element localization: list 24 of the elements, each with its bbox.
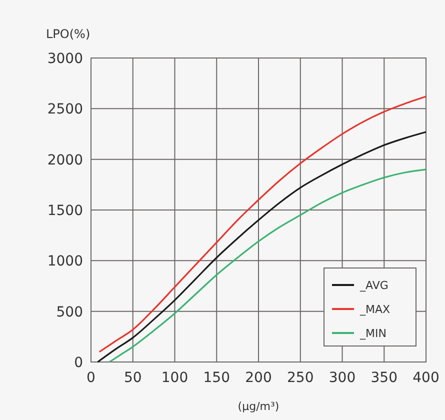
x-tick-label: 250 <box>287 370 314 386</box>
x-axis-title: (μg/m³) <box>238 400 280 413</box>
x-tick-label: 150 <box>203 370 230 386</box>
x-tick-label: 300 <box>328 370 356 386</box>
y-tick-label: 500 <box>56 304 83 320</box>
y-tick-label: 2500 <box>47 102 83 118</box>
x-tick-label: 0 <box>86 370 96 386</box>
legend-label: _MAX <box>359 303 391 316</box>
y-tick-label: 1500 <box>47 203 83 219</box>
y-tick-label: 2000 <box>47 152 83 168</box>
line-series <box>108 168 427 363</box>
legend-label: _MIN <box>359 327 386 340</box>
x-tick-label: 200 <box>245 370 272 386</box>
y-tick-label: 1000 <box>47 254 83 270</box>
y-axis-title: LPO(%) <box>46 27 90 41</box>
line-series <box>96 131 427 363</box>
x-tick-label: 350 <box>370 370 398 386</box>
y-tick-label: 3000 <box>47 51 83 67</box>
x-tick-label: 50 <box>124 370 142 386</box>
x-tick-label: 100 <box>161 370 188 386</box>
y-tick-label: 0 <box>74 355 83 371</box>
x-tick-label: 400 <box>412 370 440 386</box>
line-series <box>98 96 427 353</box>
legend-label: _AVG <box>359 279 388 292</box>
